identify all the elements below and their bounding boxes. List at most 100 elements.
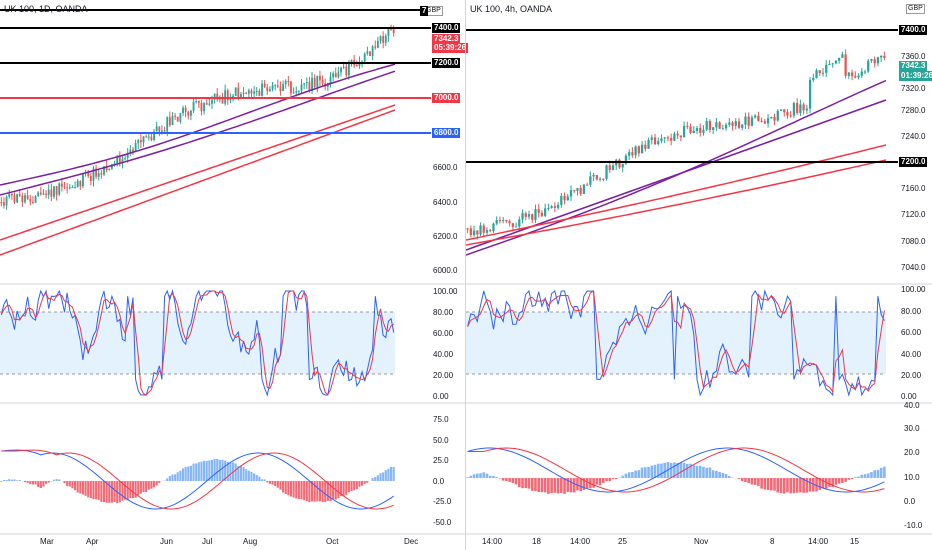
level-tag-7400: 7400.0 bbox=[899, 25, 928, 35]
candle-body bbox=[747, 116, 750, 126]
candle-body bbox=[216, 93, 219, 100]
macd-histogram-bar bbox=[361, 481, 364, 486]
candle-body bbox=[566, 196, 569, 201]
candle-body bbox=[534, 209, 537, 220]
macd-tick: 75.0 bbox=[433, 415, 449, 424]
candle-body bbox=[45, 193, 48, 195]
price-tick: 7240.0 bbox=[901, 132, 926, 141]
candle-body bbox=[187, 111, 190, 116]
candle-body bbox=[321, 80, 324, 84]
macd-histogram-bar bbox=[569, 478, 573, 493]
countdown-tag: 05:39:26 bbox=[432, 43, 469, 53]
macd-histogram-bar bbox=[350, 481, 353, 492]
candle-body bbox=[295, 91, 298, 93]
candle-body bbox=[760, 120, 763, 122]
chart-panel-daily[interactable]: UK 100, 1D, OANDA GBP 7 7400.0 7342.3 05… bbox=[0, 0, 469, 550]
candle-body bbox=[763, 121, 766, 124]
candle-body bbox=[16, 194, 19, 203]
macd-histogram-bar bbox=[518, 478, 521, 487]
candle-body bbox=[334, 73, 337, 78]
candle-body bbox=[42, 193, 45, 195]
candle-body bbox=[579, 188, 582, 194]
macd-histogram-bar bbox=[792, 478, 796, 494]
candle-body bbox=[129, 149, 132, 154]
candle-body bbox=[258, 90, 261, 96]
macd-histogram-bar bbox=[200, 461, 203, 481]
macd-histogram-bar bbox=[347, 481, 350, 493]
macd-histogram-bar bbox=[23, 481, 27, 483]
macd-histogram-bar bbox=[757, 478, 760, 486]
candle-body bbox=[695, 128, 699, 131]
candle-body bbox=[857, 75, 860, 78]
candle-body bbox=[663, 137, 666, 139]
macd-histogram-bar bbox=[208, 460, 211, 481]
price-tick: 6400.0 bbox=[433, 198, 458, 207]
stoch-tick: 60.00 bbox=[901, 328, 922, 337]
macd-histogram-bar bbox=[799, 478, 802, 493]
macd-histogram-bar bbox=[326, 481, 329, 501]
macd-histogram-bar bbox=[13, 479, 16, 481]
macd-histogram-bar bbox=[5, 479, 8, 481]
candle-body bbox=[371, 46, 374, 57]
candle-body bbox=[171, 115, 174, 126]
candle-body bbox=[870, 59, 873, 61]
macd-histogram-bar bbox=[171, 474, 174, 481]
macd-histogram-bar bbox=[495, 477, 498, 478]
candle-body bbox=[271, 85, 274, 90]
top-price-tag: 7 bbox=[420, 6, 429, 16]
macd-histogram-bar bbox=[100, 481, 103, 502]
price-tick: 7360.0 bbox=[901, 52, 926, 61]
macd-histogram-bar bbox=[582, 478, 586, 490]
candle-body bbox=[825, 64, 828, 73]
candle-body bbox=[689, 126, 692, 133]
candle-body bbox=[39, 192, 42, 195]
candle-body bbox=[58, 183, 61, 195]
macd-tick: 0.0 bbox=[433, 477, 445, 486]
chart-panel-4h[interactable]: UK 100, 4h, OANDA GBP 7400.0 7360.0 7342… bbox=[466, 0, 932, 550]
macd-histogram-bar bbox=[389, 466, 393, 481]
macd-histogram-bar bbox=[724, 474, 728, 478]
macd-histogram-bar bbox=[673, 462, 676, 478]
macd-histogram-bar bbox=[268, 481, 271, 484]
candle-body bbox=[734, 121, 737, 126]
4h-chart-canvas[interactable] bbox=[466, 0, 932, 550]
macd-histogram-bar bbox=[145, 481, 148, 493]
macd-histogram-bar bbox=[866, 473, 870, 478]
daily-chart-canvas[interactable] bbox=[0, 0, 465, 550]
macd-histogram-bar bbox=[669, 462, 673, 478]
stoch-tick: 100.00 bbox=[901, 285, 926, 294]
macd-histogram-bar bbox=[753, 478, 757, 485]
macd-histogram-bar bbox=[382, 472, 385, 481]
macd-histogram-bar bbox=[566, 478, 570, 492]
time-label: Aug bbox=[243, 537, 258, 546]
candle-body bbox=[142, 136, 145, 143]
macd-histogram-bar bbox=[721, 472, 725, 478]
macd-histogram-bar bbox=[766, 478, 770, 491]
candle-body bbox=[508, 221, 511, 224]
macd-histogram-bar bbox=[279, 481, 282, 490]
candle-body bbox=[76, 180, 79, 188]
macd-histogram-bar bbox=[221, 459, 224, 481]
macd-histogram-bar bbox=[750, 478, 754, 485]
price-tick: 7040.0 bbox=[901, 263, 926, 272]
macd-histogram-bar bbox=[608, 478, 612, 482]
panel-divider[interactable] bbox=[465, 0, 466, 550]
candle-body bbox=[279, 86, 282, 91]
candle-body bbox=[147, 136, 150, 138]
candle-body bbox=[24, 195, 26, 203]
macd-line bbox=[467, 447, 885, 493]
macd-histogram-bar bbox=[537, 478, 540, 492]
macd-histogram-bar bbox=[540, 478, 544, 493]
candle-body bbox=[544, 208, 547, 216]
macd-histogram-bar bbox=[292, 481, 295, 498]
price-tick: 6000.0 bbox=[433, 266, 458, 275]
macd-histogram-bar bbox=[708, 467, 712, 478]
macd-histogram-bar bbox=[224, 460, 227, 481]
macd-histogram-bar bbox=[508, 478, 511, 482]
candle-body bbox=[621, 163, 624, 168]
candle-body bbox=[789, 115, 792, 117]
macd-histogram-bar bbox=[84, 481, 87, 496]
countdown-tag: 01:39:26 bbox=[899, 71, 932, 81]
macd-histogram-bar bbox=[476, 473, 479, 478]
candle-body bbox=[113, 163, 116, 165]
